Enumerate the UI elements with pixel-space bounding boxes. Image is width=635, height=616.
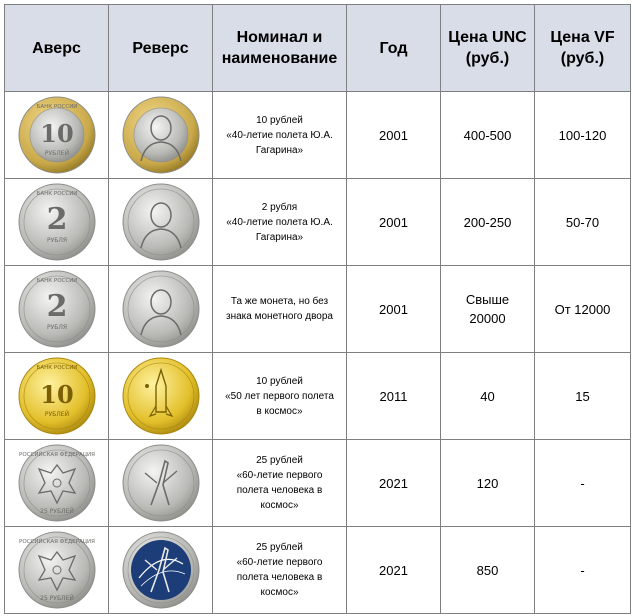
obverse-cell: 2 РУБЛЯ БАНК РОССИИ xyxy=(4,178,109,266)
denomination-line: космос» xyxy=(260,587,299,598)
price-vf-cell: От 12000 xyxy=(534,265,631,353)
coin-top-text: РОССИЙСКАЯ ФЕДЕРАЦИЯ xyxy=(19,538,95,545)
coin-top-text: БАНК РОССИИ xyxy=(36,365,77,371)
reverse-cell xyxy=(108,439,213,527)
reverse-coin-icon xyxy=(122,96,199,174)
denomination-cell: 10 рублей «40-летие полета Ю.А. Гагарина» xyxy=(212,91,347,179)
header-price-vf: Цена VF (руб.) xyxy=(534,4,631,92)
coin-top-text: БАНК РОССИИ xyxy=(36,104,77,110)
year-cell: 2021 xyxy=(346,439,441,527)
obverse-cell: 2 РУБЛЯ БАНК РОССИИ xyxy=(4,265,109,353)
obverse-cell: 25 РУБЛЕЙ РОССИЙСКАЯ ФЕДЕРАЦИЯ xyxy=(4,439,109,527)
price-vf-cell: 100-120 xyxy=(534,91,631,179)
year-cell: 2001 xyxy=(346,265,441,353)
reverse-cell xyxy=(108,91,213,179)
year-cell: 2011 xyxy=(346,352,441,440)
denomination-line: полета человека в xyxy=(236,485,323,496)
denomination-line: Гагарина» xyxy=(255,144,304,156)
reverse-coin-icon xyxy=(122,270,199,348)
denomination-line: в космос» xyxy=(256,405,303,417)
reverse-cell xyxy=(108,265,213,353)
table-row: 10 РУБЛЕЙ БАНК РОССИИ 10 рублей «50 лет перв… xyxy=(4,352,631,440)
coin-denomination-text: 2 xyxy=(46,289,67,324)
obverse-coin-icon: 25 РУБЛЕЙ РОССИЙСКАЯ ФЕДЕРАЦИЯ xyxy=(18,531,95,609)
coin-denomination-text: 2 xyxy=(46,202,67,237)
obverse-coin-icon: 25 РУБЛЕЙ РОССИЙСКАЯ ФЕДЕРАЦИЯ xyxy=(18,444,95,522)
denomination-cell: Та же монета, но без знака монетного двор… xyxy=(212,265,347,353)
denomination-line: «50 лет первого полета xyxy=(225,390,334,402)
denomination-line: «60-летие первого xyxy=(236,557,323,568)
price-vf-cell: 15 xyxy=(534,352,631,440)
price-unc-cell: 400-500 xyxy=(440,91,535,179)
coin-sub-text: РУБЛЕЙ xyxy=(44,150,68,157)
year-cell: 2001 xyxy=(346,91,441,179)
year-cell: 2001 xyxy=(346,178,441,266)
denomination-line: 10 рублей xyxy=(256,114,303,126)
table-row: 10 РУБЛЕЙ БАНК РОССИИ 10 рублей «40-летие по… xyxy=(4,91,631,179)
denomination-line: «40-летие полета Ю.А. xyxy=(226,216,333,228)
price-unc-cell: 200-250 xyxy=(440,178,535,266)
denomination-line: «40-летие полета Ю.А. xyxy=(226,129,333,141)
header-denomination: Номинал и наименование xyxy=(212,4,347,92)
coin-sub-text: РУБЛЕЙ xyxy=(44,411,68,418)
year-cell: 2021 xyxy=(346,526,441,614)
coin-top-text: БАНК РОССИИ xyxy=(36,278,77,284)
header-price-unc: Цена UNC (руб.) xyxy=(440,4,535,92)
denomination-line: Та же монета, но без xyxy=(230,296,329,307)
coin-top-text: РОССИЙСКАЯ ФЕДЕРАЦИЯ xyxy=(19,451,95,458)
obverse-cell: 25 РУБЛЕЙ РОССИЙСКАЯ ФЕДЕРАЦИЯ xyxy=(4,526,109,614)
table-row: 2 РУБЛЯ БАНК РОССИИ 2 рубля «40-летие полета… xyxy=(4,178,631,266)
coin-denomination-text: 10 xyxy=(40,380,73,409)
reverse-coin-icon xyxy=(122,444,199,522)
price-unc-cell: 120 xyxy=(440,439,535,527)
denomination-cell: 2 рубля «40-летие полета Ю.А. Гагарина» xyxy=(212,178,347,266)
denomination-line: 10 рублей xyxy=(256,375,303,387)
obverse-coin-icon: 10 РУБЛЕЙ БАНК РОССИИ xyxy=(18,357,95,435)
denomination-line: знака монетного двора xyxy=(226,311,333,322)
denomination-line: полета человека в xyxy=(236,572,323,583)
price-vf-cell: - xyxy=(534,439,631,527)
denomination-line: 25 рублей xyxy=(256,455,303,466)
denomination-line: 2 рубля xyxy=(261,201,298,213)
price-vf-cell: - xyxy=(534,526,631,614)
table-row: 25 РУБЛЕЙ РОССИЙСКАЯ ФЕДЕРАЦИЯ 25 рублей «6… xyxy=(4,526,631,614)
coins-table: Аверс Реверс Номинал и наименование Год … xyxy=(4,4,631,614)
header-obverse: Аверс xyxy=(4,4,109,92)
denomination-line: космос» xyxy=(260,500,299,511)
reverse-coin-icon xyxy=(122,531,199,609)
denomination-line: Гагарина» xyxy=(255,231,304,243)
reverse-cell xyxy=(108,352,213,440)
coin-sub-text: РУБЛЯ xyxy=(46,324,66,331)
price-unc-cell: 40 xyxy=(440,352,535,440)
obverse-cell: 10 РУБЛЕЙ БАНК РОССИИ xyxy=(4,91,109,179)
coin-denomination-text: 10 xyxy=(40,119,73,148)
header-row: Аверс Реверс Номинал и наименование Год … xyxy=(4,4,631,92)
denomination-cell: 10 рублей «50 лет первого полета в космос» xyxy=(212,352,347,440)
coin-sub-text: 25 РУБЛЕЙ xyxy=(40,595,74,602)
coin-sub-text: РУБЛЯ xyxy=(46,237,66,244)
obverse-cell: 10 РУБЛЕЙ БАНК РОССИИ xyxy=(4,352,109,440)
price-unc-cell: 850 xyxy=(440,526,535,614)
price-unc-cell: Свыше 20000 xyxy=(440,265,535,353)
denomination-cell: 25 рублей «60-летие первого полета человек… xyxy=(212,526,347,614)
denomination-cell: 25 рублей «60-летие первого полета человек… xyxy=(212,439,347,527)
table-row: 25 РУБЛЕЙ РОССИЙСКАЯ ФЕДЕРАЦИЯ 25 рублей «6… xyxy=(4,439,631,527)
table-row: 2 РУБЛЯ БАНК РОССИИ Та же монета, но без зна… xyxy=(4,265,631,353)
coin-sub-text: 25 РУБЛЕЙ xyxy=(40,508,74,515)
reverse-coin-icon xyxy=(122,357,199,435)
coin-top-text: БАНК РОССИИ xyxy=(36,191,77,197)
price-vf-cell: 50-70 xyxy=(534,178,631,266)
denomination-line: 25 рублей xyxy=(256,542,303,553)
denomination-line: «60-летие первого xyxy=(236,470,323,481)
reverse-cell xyxy=(108,526,213,614)
header-year: Год xyxy=(346,4,441,92)
obverse-coin-icon: 10 РУБЛЕЙ БАНК РОССИИ xyxy=(18,96,95,174)
reverse-cell xyxy=(108,178,213,266)
header-reverse: Реверс xyxy=(108,4,213,92)
reverse-coin-icon xyxy=(122,183,199,261)
